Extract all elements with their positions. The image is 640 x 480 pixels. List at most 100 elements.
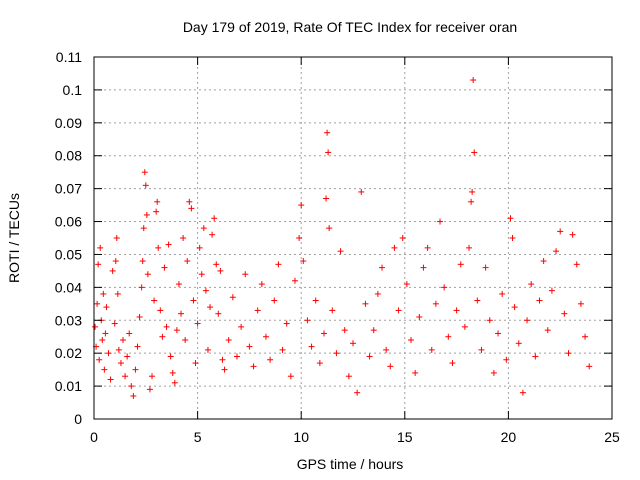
data-point — [146, 386, 153, 393]
data-point — [219, 356, 226, 363]
x-tick-label: 25 — [604, 429, 620, 445]
data-point — [246, 343, 253, 350]
y-tick-label: 0 — [74, 411, 82, 427]
data-point — [524, 317, 531, 324]
data-point — [134, 343, 141, 350]
data-point — [565, 350, 572, 357]
data-point — [350, 340, 356, 347]
data-point — [354, 389, 361, 396]
data-point — [287, 373, 294, 380]
data-point — [96, 356, 103, 363]
y-tick-label: 0.09 — [55, 115, 82, 131]
data-point — [399, 235, 406, 241]
data-point — [358, 188, 365, 195]
data-point — [238, 323, 245, 330]
data-point — [95, 261, 102, 268]
data-point — [312, 297, 319, 304]
data-point — [573, 261, 580, 268]
x-axis-label: GPS time / hours — [297, 456, 404, 472]
data-point — [553, 248, 560, 255]
data-point — [416, 313, 423, 320]
data-point — [449, 360, 456, 367]
data-point — [536, 297, 543, 304]
data-point — [109, 267, 116, 274]
data-point — [470, 77, 477, 84]
data-point — [362, 300, 369, 307]
data-point — [424, 244, 431, 251]
data-point — [308, 343, 315, 350]
data-point — [132, 366, 139, 373]
y-tick-label: 0.08 — [55, 148, 82, 164]
data-point — [296, 235, 303, 241]
data-point — [163, 323, 170, 330]
data-point — [215, 310, 222, 317]
data-point — [391, 244, 398, 251]
data-point — [326, 225, 333, 232]
y-tick-label: 0.11 — [56, 49, 82, 65]
data-point — [124, 353, 131, 360]
data-point — [142, 182, 149, 189]
data-point — [316, 360, 323, 367]
y-tick-label: 0.06 — [55, 214, 82, 230]
data-point — [345, 373, 352, 380]
data-point — [471, 149, 478, 156]
data-point — [341, 327, 348, 334]
data-point — [213, 261, 220, 268]
data-point — [291, 277, 298, 284]
x-tick-label: 0 — [90, 429, 98, 445]
data-point — [100, 290, 107, 297]
data-point — [103, 304, 110, 311]
data-point — [139, 258, 146, 265]
data-point — [445, 333, 452, 340]
data-point — [107, 376, 114, 383]
data-point — [101, 366, 108, 373]
data-point — [437, 218, 444, 225]
data-point — [461, 323, 468, 330]
data-point — [169, 369, 176, 376]
data-point — [192, 360, 199, 367]
data-point — [486, 317, 493, 324]
data-point — [482, 264, 489, 271]
data-point — [138, 284, 145, 291]
data-point — [499, 290, 506, 297]
data-point — [586, 363, 593, 370]
chart-title: Day 179 of 2019, Rate Of TEC Index for r… — [183, 19, 517, 35]
data-point — [325, 149, 332, 156]
data-point — [515, 340, 522, 347]
data-point — [324, 129, 331, 136]
y-tick-label: 0.1 — [63, 82, 83, 98]
x-tick-label: 5 — [194, 429, 202, 445]
data-point — [511, 304, 518, 311]
data-point — [548, 287, 555, 294]
data-point — [126, 330, 133, 337]
x-tick-labels: 0 5 10 15 20 25 — [90, 429, 620, 445]
data-point — [250, 363, 257, 370]
x-tick-label: 10 — [293, 429, 309, 445]
data-point — [229, 294, 236, 301]
data-point — [136, 313, 143, 320]
data-point — [113, 235, 120, 241]
data-point — [329, 307, 336, 314]
data-point — [544, 327, 551, 334]
data-point — [532, 353, 539, 360]
data-point — [144, 271, 151, 278]
x-tick-label: 15 — [397, 429, 413, 445]
data-point — [478, 346, 485, 353]
data-point — [577, 300, 584, 307]
plot-frame — [93, 56, 613, 420]
data-point — [337, 248, 344, 255]
data-point — [432, 300, 439, 307]
data-point — [122, 373, 129, 380]
data-point — [141, 169, 148, 176]
data-point — [92, 323, 99, 330]
data-point — [105, 350, 112, 357]
data-point — [207, 304, 214, 311]
data-point — [495, 330, 502, 337]
data-point — [112, 258, 119, 265]
data-point — [408, 337, 415, 344]
data-point — [171, 379, 178, 386]
axis-ticks — [93, 56, 613, 420]
data-point — [217, 267, 224, 274]
data-point — [157, 307, 164, 314]
data-point — [159, 333, 166, 340]
